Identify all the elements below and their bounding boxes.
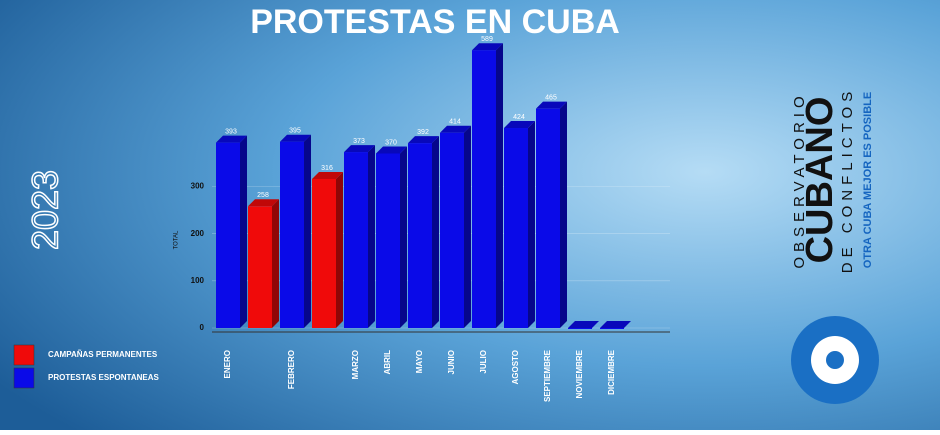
bar [536, 108, 560, 328]
bar-side [496, 43, 503, 329]
legend-swatch [13, 367, 35, 389]
brand-line3: DE CONFLICTOS [839, 87, 856, 273]
x-tick-label: SEPTIEMBRE [543, 349, 552, 402]
x-tick-label: JULIO [479, 350, 488, 374]
bar [344, 152, 368, 328]
bar [504, 128, 528, 328]
bar-top [376, 146, 407, 154]
bar-side [304, 134, 311, 328]
bar-top [568, 321, 599, 328]
bar-top [472, 43, 503, 51]
brand-line1: OBSERVATORIO [791, 91, 808, 268]
value-label: 316 [321, 165, 333, 172]
year: 2023 [25, 170, 66, 250]
y-tick-label: 0 [200, 323, 205, 332]
bar [408, 143, 432, 328]
legend-label: PROTESTAS ESPONTANEAS [48, 373, 159, 382]
value-label: 392 [417, 129, 429, 136]
bar [248, 206, 272, 328]
x-tick-label: MAYO [415, 350, 424, 373]
value-label: 414 [449, 119, 461, 126]
value-label: 589 [481, 36, 493, 43]
bar-side [400, 146, 407, 328]
bar [376, 153, 400, 328]
y-tick-label: 200 [191, 229, 205, 238]
bar-side [240, 135, 247, 328]
value-label: 465 [545, 95, 557, 102]
value-label: 393 [225, 128, 237, 135]
bar-side [272, 199, 279, 328]
bar-top [600, 321, 631, 328]
bar-top [280, 134, 311, 142]
chart-title: PROTESTAS EN CUBA [250, 3, 620, 41]
bar-top [440, 125, 471, 133]
x-tick-label: ABRIL [383, 350, 392, 375]
value-label: 370 [385, 139, 397, 146]
logo-core [826, 351, 844, 369]
bar-top [536, 101, 567, 109]
bar-top [504, 121, 535, 129]
bar-top [216, 135, 247, 143]
x-tick-label: JUNIO [447, 350, 456, 374]
bar-side [464, 125, 471, 328]
brand-line2: CUBANO [799, 97, 841, 264]
legend-label: CAMPAÑAS PERMANENTES [48, 350, 158, 359]
bar-top [408, 136, 439, 144]
bar-side [560, 101, 567, 328]
y-axis-label: TOTAL [174, 230, 180, 249]
value-label: 424 [513, 114, 525, 121]
bar-side [368, 145, 375, 328]
bar-top [312, 171, 343, 179]
bar-side [528, 121, 535, 328]
bar [312, 178, 336, 328]
x-tick-label: NOVIEMBRE [575, 349, 584, 398]
bar [440, 132, 464, 328]
bar-top [344, 145, 375, 153]
value-label: 373 [353, 138, 365, 145]
bar [472, 50, 496, 329]
y-tick-label: 100 [191, 276, 205, 285]
brand-slogan: OTRA CUBA MEJOR ES POSIBLE [862, 92, 874, 268]
bar [568, 328, 592, 329]
bar-top [248, 199, 279, 207]
bar-side [336, 171, 343, 328]
x-tick-label: ENERO [223, 350, 232, 378]
brand: OBSERVATORIO CUBANO DE CONFLICTOS OTRA C… [791, 87, 879, 404]
x-tick-label: MARZO [351, 350, 360, 379]
x-tick-label: FEBRERO [287, 350, 296, 389]
bar [600, 328, 624, 329]
value-label: 395 [289, 128, 301, 135]
bar [280, 141, 304, 328]
y-tick-label: 300 [191, 182, 205, 191]
legend-swatch [13, 344, 35, 366]
bar-side [432, 136, 439, 328]
x-tick-label: DICIEMBRE [607, 349, 616, 395]
bar [216, 142, 240, 328]
x-tick-label: AGOSTO [511, 350, 520, 385]
value-label: 258 [257, 192, 269, 199]
